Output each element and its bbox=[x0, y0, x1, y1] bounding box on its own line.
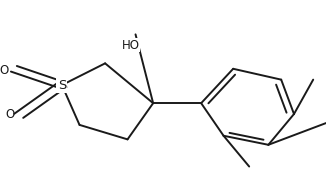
Text: O: O bbox=[5, 108, 14, 121]
Text: O: O bbox=[0, 64, 9, 77]
Text: HO: HO bbox=[122, 39, 140, 52]
Text: S: S bbox=[58, 79, 66, 92]
